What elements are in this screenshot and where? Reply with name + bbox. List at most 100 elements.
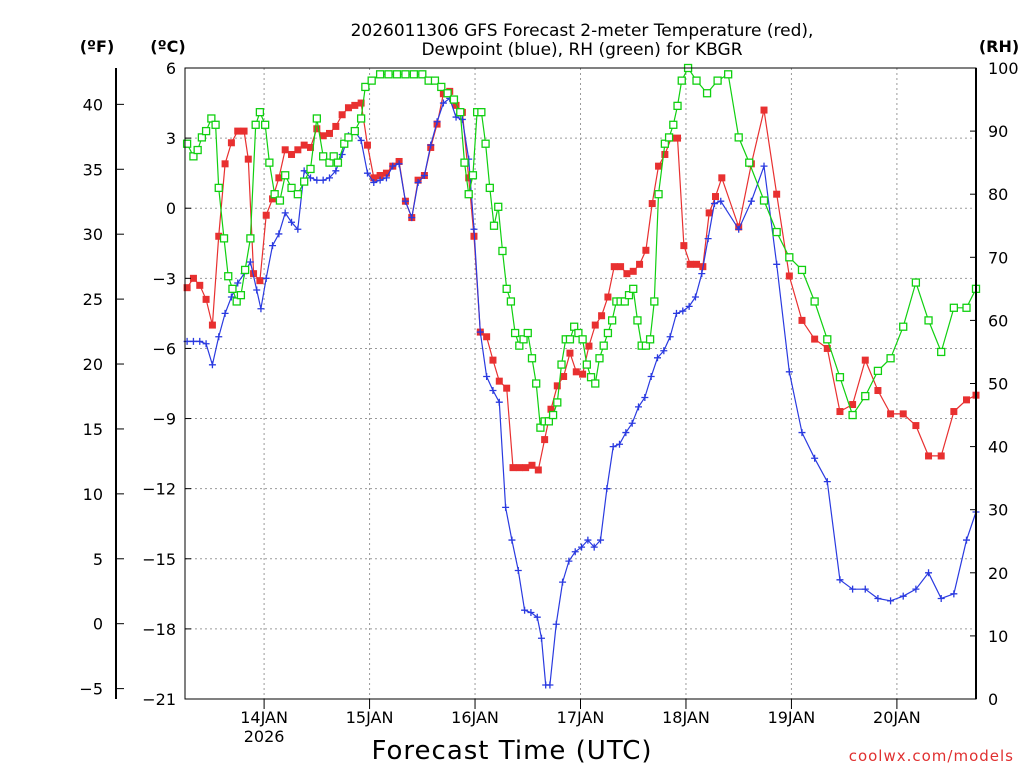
relative-humidity-point (899, 322, 908, 331)
temperature-point (363, 141, 371, 149)
relative-humidity-point (270, 190, 279, 199)
dewpoint-point (653, 354, 661, 362)
relative-humidity-point (595, 354, 604, 363)
temperature-point (874, 387, 882, 395)
relative-humidity-point (962, 303, 971, 312)
temperature-point (376, 172, 384, 180)
relative-humidity-point (443, 89, 452, 98)
x-tick-label: 14JAN (240, 708, 288, 727)
temperature-point (281, 146, 289, 154)
rh-tick-label: 20 (988, 564, 1008, 583)
temperature-point (674, 134, 682, 142)
relative-humidity-point (319, 152, 328, 161)
dewpoint-point (552, 620, 560, 628)
relative-humidity-point (664, 133, 674, 142)
dewpoint-point (363, 169, 371, 177)
rh-tick-label: 100 (988, 59, 1019, 78)
dewpoint-point (427, 141, 435, 149)
celsius-tick-label: −12 (142, 480, 176, 499)
temperature-point (686, 260, 694, 268)
relative-humidity-point (193, 145, 202, 155)
relative-humidity-point (724, 70, 733, 79)
dewpoint-point (389, 162, 397, 170)
temperature-point (925, 452, 933, 460)
temperature-point (887, 410, 895, 418)
dewpoint-point (376, 176, 384, 184)
dewpoint-point (622, 429, 630, 437)
relative-humidity-point (232, 297, 241, 306)
relative-humidity-point (527, 354, 537, 363)
temperature-point (598, 312, 606, 320)
credit-text: coolwx.com/models (849, 747, 1014, 765)
dewpoint-point (269, 242, 277, 250)
relative-humidity-point (449, 95, 459, 104)
dewpoint-point (234, 279, 242, 287)
rh-tick-label: 30 (988, 501, 1008, 520)
relative-humidity-point (361, 82, 370, 92)
relative-humidity-point (207, 114, 216, 123)
dewpoint-point (950, 590, 958, 598)
relative-humidity-point (261, 120, 270, 129)
dewpoint-point (189, 337, 197, 345)
relative-humidity-point (599, 341, 608, 350)
dewpoint-point (887, 597, 895, 605)
temperature-point (773, 190, 781, 198)
temperature-point (357, 99, 365, 107)
temperature-point (196, 281, 204, 289)
relative-humidity-point (456, 108, 465, 117)
temperature-point (963, 396, 971, 404)
dewpoint-point (483, 372, 491, 380)
x-axis-title: Forecast Time (UTC) (371, 736, 652, 766)
relative-humidity-point (654, 190, 663, 199)
dewpoint-point (433, 118, 441, 126)
relative-humidity-point (532, 379, 541, 388)
dewpoint-point (760, 162, 768, 170)
temperature-point (208, 321, 216, 329)
relative-humidity-point (287, 183, 296, 193)
relative-humidity-point (281, 171, 290, 180)
relative-humidity-point (785, 253, 794, 262)
relative-humidity-point (633, 316, 642, 325)
dewpoint-point (849, 585, 857, 593)
fahrenheit-tick-label: 30 (83, 225, 103, 244)
dewpoint-point (514, 566, 522, 574)
dewpoint-point (717, 197, 725, 205)
rh-tick-label: 90 (988, 122, 1008, 141)
dewpoint-point (937, 595, 945, 603)
relative-humidity-point (356, 114, 366, 123)
dewpoint-point (735, 225, 743, 233)
dewpoint-point (408, 214, 416, 222)
temperature-point (189, 274, 197, 282)
dewpoint-point (698, 270, 706, 278)
temperature-point (319, 132, 327, 140)
relative-humidity-point (460, 158, 469, 167)
dewpoint-point (773, 260, 781, 268)
temperature-point (332, 122, 340, 130)
relative-humidity-point (548, 410, 558, 420)
dewpoint-point (420, 172, 428, 180)
relative-humidity-point (519, 335, 528, 344)
relative-humidity-point (344, 133, 353, 142)
temperature-point (950, 408, 958, 416)
relative-humidity-point (329, 152, 338, 161)
dewpoint-point (325, 174, 333, 182)
relative-humidity-point (418, 70, 427, 79)
celsius-tick-label: 6 (166, 59, 176, 78)
fahrenheit-tick-label: 20 (83, 355, 103, 374)
dewpoint-point (294, 225, 302, 233)
relative-humidity-point (620, 297, 629, 306)
dewpoint-point (672, 309, 680, 317)
celsius-tick-label: −3 (152, 269, 176, 288)
dewpoint-point (508, 536, 516, 544)
relative-humidity-point (350, 126, 359, 136)
relative-humidity-point (437, 82, 446, 92)
dewpoint-point (912, 585, 920, 593)
dewpoint-point (257, 305, 265, 313)
celsius-tick-label: −15 (142, 550, 176, 569)
dewpoint-point (395, 160, 403, 168)
relative-humidity-point (669, 120, 678, 129)
relative-humidity-point (477, 108, 486, 117)
fahrenheit-unit-label: (ºF) (80, 37, 115, 56)
relative-humidity-point (641, 341, 651, 350)
relative-humidity-point (485, 183, 494, 193)
